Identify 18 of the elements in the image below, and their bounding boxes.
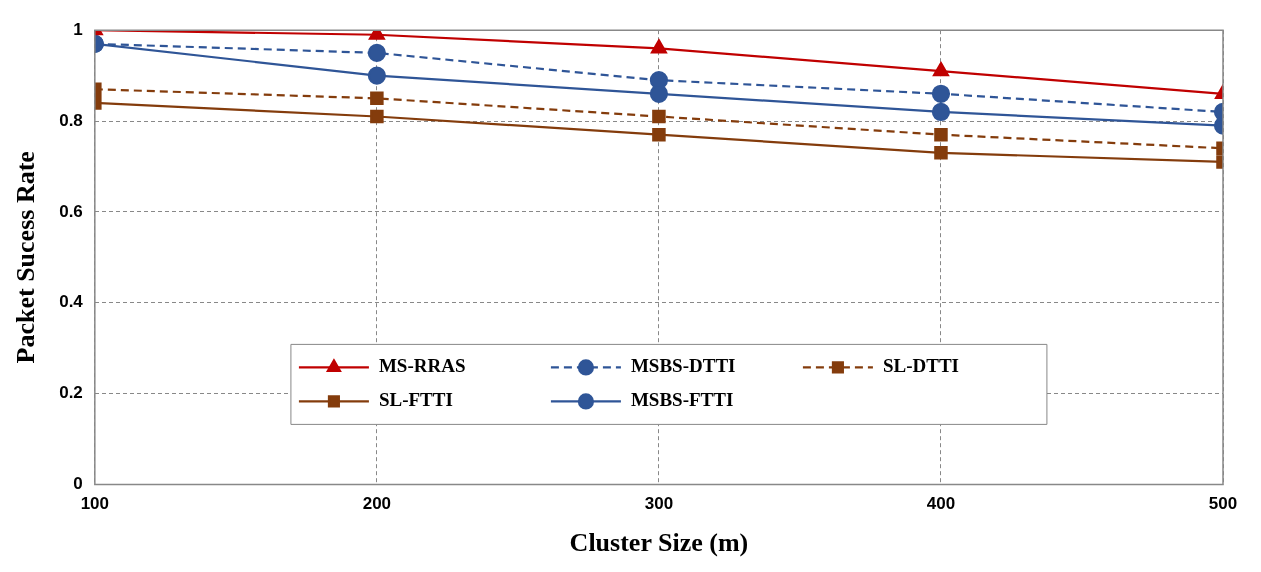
x-tick-label: 100 [80,494,110,514]
y-tick-label: 0.8 [59,110,83,130]
y-tick-label: 0.6 [59,201,83,221]
x-tick-label: 400 [926,494,956,514]
y-tick-label: 0.4 [59,292,84,312]
legend-label: MSBS-FTTI [630,389,734,411]
y-tick-label: 1 [73,19,83,39]
x-tick-label: 500 [1208,494,1238,514]
legend-label: SL-FTTI [378,389,453,411]
legend-label: MS-RRAS [378,355,466,377]
legend-label: SL-DTTI [882,355,959,377]
y-tick-label: 0 [73,474,83,494]
x-tick-label: 200 [362,494,392,514]
x-axis-title: Cluster Size (m) [569,528,749,558]
y-tick-label: 0.2 [59,383,83,403]
x-tick-label: 300 [644,494,674,514]
legend-label: MSBS-DTTI [630,355,736,377]
y-axis-title: Packet Sucess Rate [11,151,41,364]
